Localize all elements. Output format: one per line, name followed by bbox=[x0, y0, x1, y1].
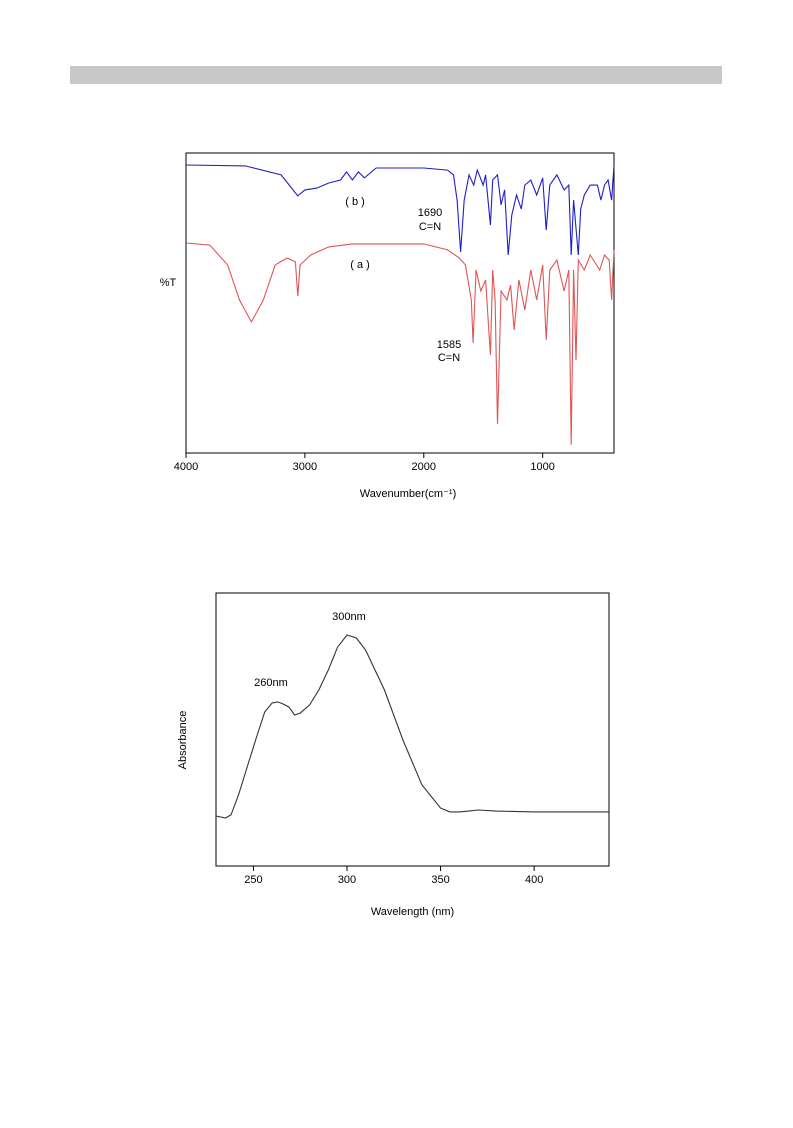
plot-frame bbox=[215, 592, 610, 867]
x-axis-label: Wavelength (nm) bbox=[371, 906, 454, 918]
annotation: C=N bbox=[438, 352, 460, 364]
x-tick-label: 350 bbox=[431, 874, 449, 886]
spectrum-line bbox=[185, 242, 615, 445]
x-axis-label: Wavenumber(cm⁻¹) bbox=[360, 488, 456, 500]
header-bar bbox=[70, 66, 722, 84]
plot-frame bbox=[185, 152, 615, 454]
annotation: 300nm bbox=[332, 611, 366, 623]
x-tick-label: 1000 bbox=[530, 461, 554, 473]
spectrum-line bbox=[185, 164, 615, 256]
x-tick-label: 400 bbox=[525, 874, 543, 886]
annotation: 1585 bbox=[437, 339, 461, 351]
x-tick-label: 4000 bbox=[174, 461, 198, 473]
spectrum-line bbox=[215, 634, 609, 819]
y-axis-label: Absorbance bbox=[177, 711, 189, 770]
annotation: ( a ) bbox=[350, 259, 370, 271]
annotation: C=N bbox=[419, 221, 441, 233]
annotation: 1690 bbox=[418, 207, 442, 219]
x-tick-label: 300 bbox=[338, 874, 356, 886]
y-axis-label: %T bbox=[160, 277, 177, 289]
x-tick-label: 250 bbox=[244, 874, 262, 886]
annotation: 260nm bbox=[254, 677, 288, 689]
annotation: ( b ) bbox=[345, 196, 365, 208]
x-tick-label: 2000 bbox=[412, 461, 436, 473]
x-tick-label: 3000 bbox=[293, 461, 317, 473]
